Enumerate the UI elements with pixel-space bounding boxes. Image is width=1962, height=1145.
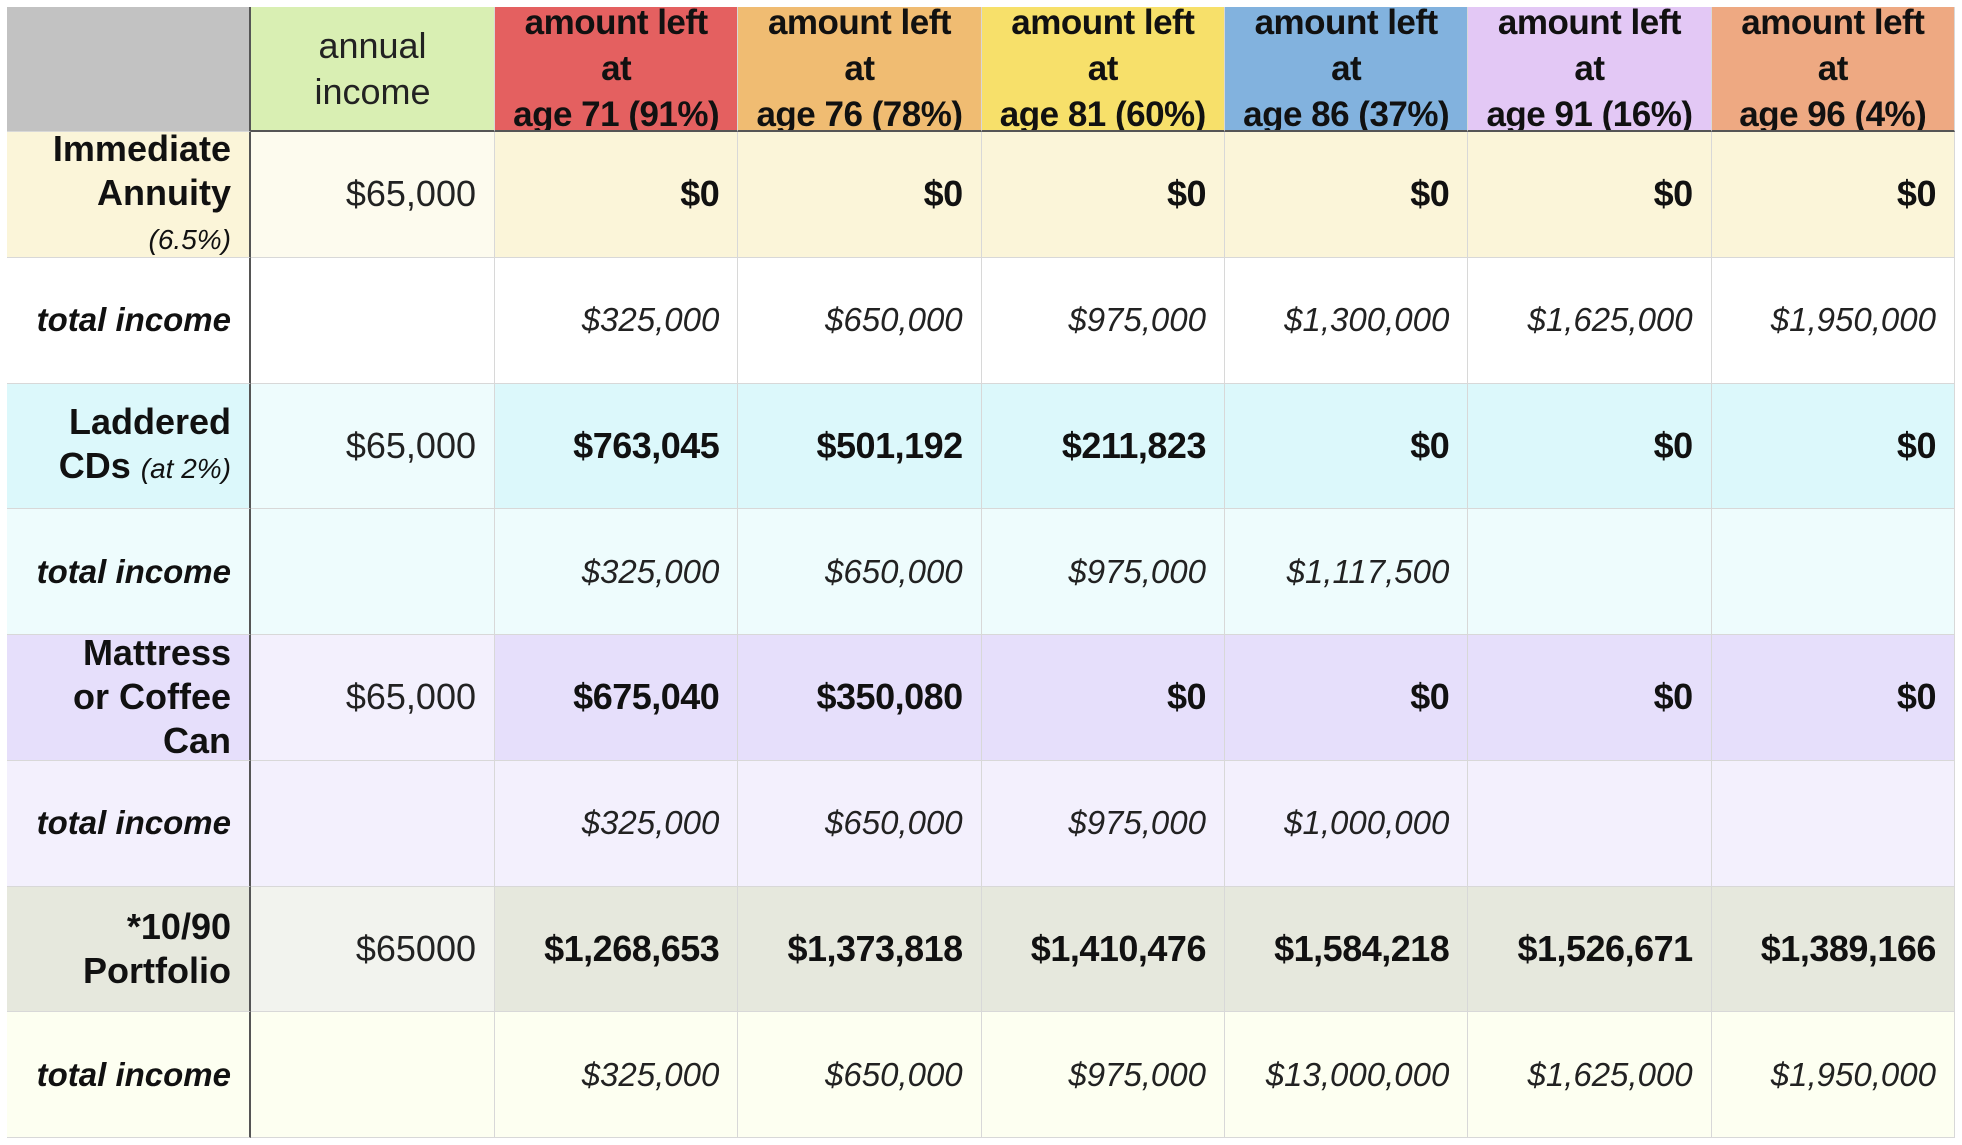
amount-cell: $0 [1468, 383, 1712, 510]
amount-cell: $1,410,476 [981, 886, 1225, 1013]
comparison-table: annual income amount left at age 71 (91%) … [7, 7, 1955, 1138]
total-income-cell [1468, 509, 1712, 635]
row-label-line: *10/90 [126, 905, 231, 947]
amount-cell: $0 [1711, 635, 1955, 761]
header-line: age 91 (16%) [1486, 94, 1693, 132]
total-income-cell [1711, 509, 1955, 635]
row-label-line: Portfolio [83, 949, 231, 991]
annual-income-cell: $65000 [251, 886, 495, 1013]
row-label-laddered-cds: Laddered CDs (at 2%) [7, 383, 251, 510]
header-line: amount left at [524, 7, 709, 88]
header-line: amount left at [1741, 7, 1925, 88]
empty-cell [251, 760, 495, 887]
row-label-mattress-coffee-can: Mattress or Coffee Can [7, 635, 251, 761]
row-label-immediate-annuity: Immediate Annuity (6.5%) [7, 132, 251, 258]
empty-cell [251, 509, 495, 635]
header-age-91: amount left at age 91 (16%) [1468, 7, 1712, 132]
amount-cell: $0 [1224, 635, 1469, 761]
amount-cell: $0 [1468, 635, 1712, 761]
amount-cell: $0 [738, 132, 982, 258]
total-income-cell: $1,950,000 [1711, 1012, 1955, 1138]
total-income-label: total income [7, 1012, 251, 1138]
total-income-cell: $1,625,000 [1468, 257, 1712, 384]
total-income-label: total income [7, 760, 251, 887]
total-income-cell: $650,000 [738, 1012, 982, 1138]
header-age-86: amount left at age 86 (37%) [1224, 7, 1469, 132]
header-line: income [314, 70, 431, 112]
header-line: amount left at [1254, 7, 1439, 88]
total-income-cell: $650,000 [738, 509, 982, 635]
amount-cell: $0 [1711, 132, 1955, 258]
total-income-cell [1711, 760, 1955, 887]
amount-cell: $0 [1224, 383, 1469, 510]
total-income-cell: $975,000 [981, 257, 1225, 384]
total-income-cell: $1,000,000 [1224, 760, 1469, 887]
header-age-81: amount left at age 81 (60%) [981, 7, 1225, 132]
total-income-cell: $975,000 [981, 1012, 1225, 1138]
amount-cell: $0 [1224, 132, 1469, 258]
total-income-cell: $975,000 [981, 760, 1225, 887]
amount-cell: $1,268,653 [495, 886, 739, 1013]
amount-cell: $1,389,166 [1711, 886, 1955, 1013]
total-income-cell: $325,000 [495, 760, 739, 887]
total-income-cell: $1,300,000 [1224, 257, 1469, 384]
header-age-71: amount left at age 71 (91%) [495, 7, 739, 132]
header-age-96: amount left at age 96 (4%) [1711, 7, 1955, 132]
header-line: amount left at [767, 7, 952, 88]
total-income-cell: $975,000 [981, 509, 1225, 635]
total-income-label: total income [7, 257, 251, 384]
amount-cell: $501,192 [738, 383, 982, 510]
header-annual-income: annual income [251, 7, 495, 132]
amount-cell: $211,823 [981, 383, 1225, 510]
row-label-line: Mattress [82, 635, 231, 674]
header-line: age 96 (4%) [1739, 94, 1927, 132]
row-label-line: Immediate [52, 132, 231, 169]
row-label-note: (at 2%) [140, 453, 231, 485]
header-line: age 86 (37%) [1243, 94, 1450, 132]
total-income-cell: $1,625,000 [1468, 1012, 1712, 1138]
amount-cell: $0 [1711, 383, 1955, 510]
corner-cell [7, 7, 251, 132]
row-label-line: or Coffee Can [72, 676, 231, 761]
amount-cell: $350,080 [738, 635, 982, 761]
amount-cell: $0 [1468, 132, 1712, 258]
annual-income-cell: $65,000 [251, 383, 495, 510]
total-income-label: total income [7, 509, 251, 635]
amount-cell: $675,040 [495, 635, 739, 761]
row-label-line: CDs [58, 445, 131, 487]
amount-cell: $1,526,671 [1468, 886, 1712, 1013]
amount-cell: $1,373,818 [738, 886, 982, 1013]
amount-cell: $0 [495, 132, 739, 258]
total-income-cell [1468, 760, 1712, 887]
row-label-line: Annuity [97, 171, 231, 213]
annual-income-cell: $65,000 [251, 635, 495, 761]
row-label-10-90-portfolio: *10/90 Portfolio [7, 886, 251, 1013]
total-income-cell: $1,117,500 [1224, 509, 1469, 635]
total-income-cell: $325,000 [495, 257, 739, 384]
total-income-cell: $650,000 [738, 760, 982, 887]
total-income-cell: $650,000 [738, 257, 982, 384]
header-line: amount left at [1497, 7, 1682, 88]
header-line: age 71 (91%) [513, 94, 720, 132]
total-income-cell: $325,000 [495, 1012, 739, 1138]
row-label-note: (6.5%) [148, 223, 231, 255]
annual-income-cell: $65,000 [251, 132, 495, 258]
header-line: age 76 (78%) [756, 94, 963, 132]
header-line: age 81 (60%) [999, 94, 1207, 132]
empty-cell [251, 1012, 495, 1138]
row-label-line: Laddered [68, 401, 231, 443]
amount-cell: $0 [981, 635, 1225, 761]
header-line: amount left at [1011, 7, 1195, 88]
total-income-cell: $1,950,000 [1711, 257, 1955, 384]
amount-cell: $0 [981, 132, 1225, 258]
total-income-cell: $325,000 [495, 509, 739, 635]
header-line: annual [318, 24, 427, 66]
amount-cell: $1,584,218 [1224, 886, 1469, 1013]
header-age-76: amount left at age 76 (78%) [738, 7, 982, 132]
total-income-cell: $13,000,000 [1224, 1012, 1469, 1138]
empty-cell [251, 257, 495, 384]
amount-cell: $763,045 [495, 383, 739, 510]
